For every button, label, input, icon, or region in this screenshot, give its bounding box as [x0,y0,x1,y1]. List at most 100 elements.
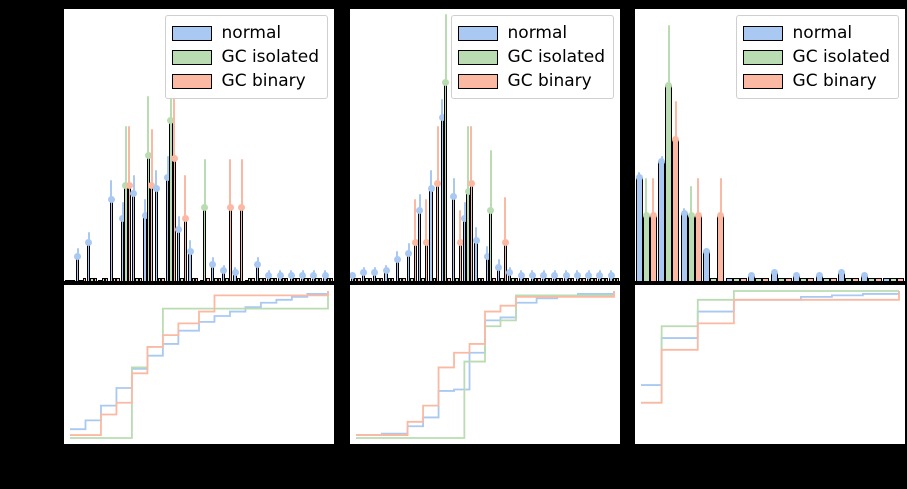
histogram-bar-binary [285,278,289,281]
histogram-bar-binary [548,278,552,281]
histogram-bin-group [141,9,156,281]
histogram-bin-group [562,9,575,281]
histogram-bar-normal [132,193,136,281]
histogram-error-cap-isolated [144,152,152,160]
histogram-error-cap-normal [416,206,424,214]
histogram-bin-group [64,9,75,281]
histogram-bar-binary [116,278,120,281]
histogram-error-bar-normal [76,248,79,257]
histogram-bar-binary [874,278,882,281]
histogram-axes-2: normal GC isolated GC binary [349,8,621,282]
histogram-bar-binary [571,278,575,281]
histogram-error-cap-binary [456,239,464,247]
histogram-bar-isolated [376,278,380,281]
histogram-bar-normal [177,229,181,281]
histogram-bar-binary [413,242,417,281]
histogram-bin-group [483,9,496,281]
histogram-bar-isolated [545,278,549,281]
histogram-error-bar-normal [441,98,444,118]
histogram-bin-group [350,9,361,281]
histogram-error-bar-binary [173,82,176,159]
histogram-bar-binary [273,278,278,281]
legend-swatch-binary [742,73,783,89]
histogram-bar-binary [127,185,131,281]
histogram-bar-binary [71,279,75,281]
histogram-bar-binary [469,183,474,281]
histogram-bar-binary [481,278,485,281]
histogram-bin-group [528,9,541,281]
histogram-error-bar-isolated [124,125,127,186]
histogram-bar-isolated [247,278,252,281]
histogram-bin-group [495,9,509,281]
cdf-axes-3 [634,284,906,445]
cdf-line-gc-binary [641,291,900,404]
histogram-error-bar-normal [486,245,489,257]
histogram-bar-isolated [387,278,392,281]
histogram-bar-binary [852,278,860,281]
legend-row-normal: normal [171,21,319,45]
histogram-bar-binary [717,215,725,281]
histogram-error-bar-normal [430,169,433,189]
histogram-bin-group [209,9,221,281]
histogram-bar-binary [330,278,334,281]
histogram-bar-normal [199,279,203,281]
histogram-bar-binary [436,183,440,281]
histogram-error-cap-normal [748,272,756,280]
histogram-bar-binary [402,278,406,281]
histogram-bar-normal [451,196,456,281]
histogram-bar-isolated [292,278,297,281]
histogram-error-cap-binary [181,214,189,222]
histogram-bar-isolated [225,278,229,281]
histogram-error-cap-isolated [687,212,695,220]
histogram-bin-group [186,9,199,281]
histogram-bar-binary [105,278,109,281]
histogram-bar-binary [357,278,361,281]
histogram-error-cap-isolated [642,212,650,220]
cdf-axes-2 [349,284,621,445]
legend-swatch-isolated [171,49,212,65]
histogram-error-cap-normal [472,236,480,244]
histogram-bar-normal [154,188,158,281]
histogram-bin-group [107,9,120,281]
histogram-error-cap-normal [186,247,194,255]
histogram-bar-isolated [101,278,106,281]
histogram-bin-group [85,9,98,281]
histogram-bin-group [416,9,430,281]
histogram-bar-binary [784,278,792,281]
histogram-bar-binary [172,158,176,281]
histogram-error-cap-normal [838,269,846,277]
histogram-plot-1 [64,9,334,281]
histogram-bar-isolated [556,278,560,281]
histogram-bin-group [321,9,334,281]
histogram-bar-isolated [112,278,117,281]
histogram-bin-group [793,9,816,281]
histogram-bar-isolated [157,278,162,281]
histogram-error-bar-normal [144,199,147,216]
histogram-error-bar-binary [652,177,655,216]
histogram-bin-group [703,9,726,281]
histogram-bar-isolated [79,279,83,281]
histogram-bin-group [152,9,165,281]
histogram-bin-group [585,9,597,281]
histogram-error-bar-normal [155,169,158,189]
histogram-axes-1: normal GC isolated GC binary [63,8,335,282]
histogram-bin-group [119,9,133,281]
histogram-bar-isolated [612,278,617,281]
legend-row-binary: GC binary [457,69,605,93]
histogram-bin-group [254,9,266,281]
histogram-bin-group [371,9,384,281]
histogram-error-cap-binary [170,155,178,163]
cdf-line-gc-isolated [641,290,899,404]
histogram-bar-isolated [822,278,830,281]
histogram-bar-normal [429,188,433,281]
histogram-bin-group [838,9,861,281]
histogram-error-bar-binary [504,196,507,243]
histogram-bar-isolated [511,278,515,281]
legend-label-isolated: GC isolated [507,46,605,67]
histogram-bar-isolated [867,278,875,281]
cdf-plot-3 [641,290,900,404]
histogram-bar-isolated [270,278,274,281]
histogram-error-bar-normal [110,180,113,200]
histogram-error-cap-binary [148,182,156,190]
histogram-bar-normal [87,242,91,281]
